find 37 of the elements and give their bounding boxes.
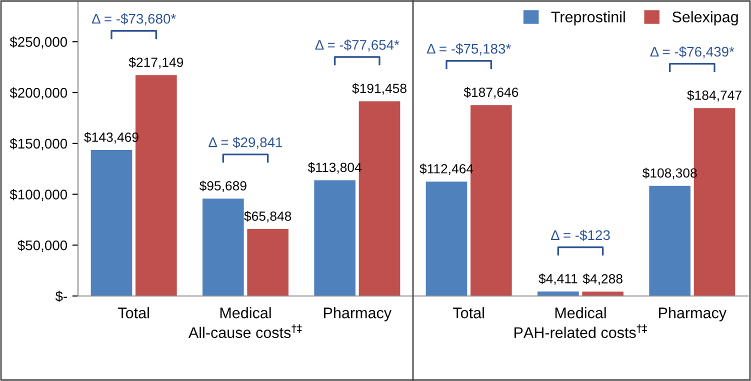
- data-label: $191,458: [352, 83, 406, 95]
- x-axis-title: All-cause costs$^{†‡}$: [188, 324, 302, 338]
- bar: [426, 182, 468, 296]
- y-tick-label: $250,000: [10, 36, 68, 48]
- x-tick-label: Total: [453, 307, 484, 318]
- bar: [90, 150, 132, 296]
- data-label: $95,689: [199, 180, 246, 192]
- annotation: Δ = -$76,439*: [650, 46, 734, 58]
- data-label: $4,288: [582, 274, 622, 286]
- x-tick-label: Medical: [555, 307, 606, 318]
- bar: [247, 229, 288, 296]
- annotation: Δ = $29,841: [208, 136, 282, 149]
- x-tick-label: Medical: [220, 307, 271, 318]
- data-label: $187,646: [464, 87, 518, 99]
- legend-label: Selexipag: [672, 11, 738, 26]
- bar: [314, 180, 356, 296]
- data-label: $184,747: [687, 90, 742, 102]
- y-tick-label: $-: [55, 290, 67, 302]
- bar: [582, 292, 624, 296]
- y-tick-label: $200,000: [10, 87, 68, 100]
- x-axis-title: PAH-related costs$^{†‡}$: [514, 324, 647, 338]
- x-tick-label: Pharmacy: [324, 307, 392, 322]
- y-tick-label: $150,000: [10, 138, 68, 150]
- bar: [202, 198, 244, 296]
- y-tick-label: $100,000: [10, 189, 68, 202]
- legend-label: Treprostinil: [551, 11, 625, 26]
- annotation: Δ = -$75,183*: [426, 43, 511, 56]
- x-tick-label: Total: [118, 307, 149, 318]
- data-label: $217,149: [128, 57, 184, 68]
- y-tick-label: $50,000: [18, 240, 68, 252]
- annotation: Δ = -$73,680*: [92, 13, 176, 26]
- x-tick-label: Pharmacy: [659, 307, 727, 322]
- bar: [649, 186, 690, 296]
- annotation: Δ = -$77,654*: [315, 39, 400, 52]
- data-label: $4,411: [538, 273, 578, 285]
- data-label: $65,848: [244, 210, 292, 222]
- annotation: Δ = -$123: [550, 230, 610, 241]
